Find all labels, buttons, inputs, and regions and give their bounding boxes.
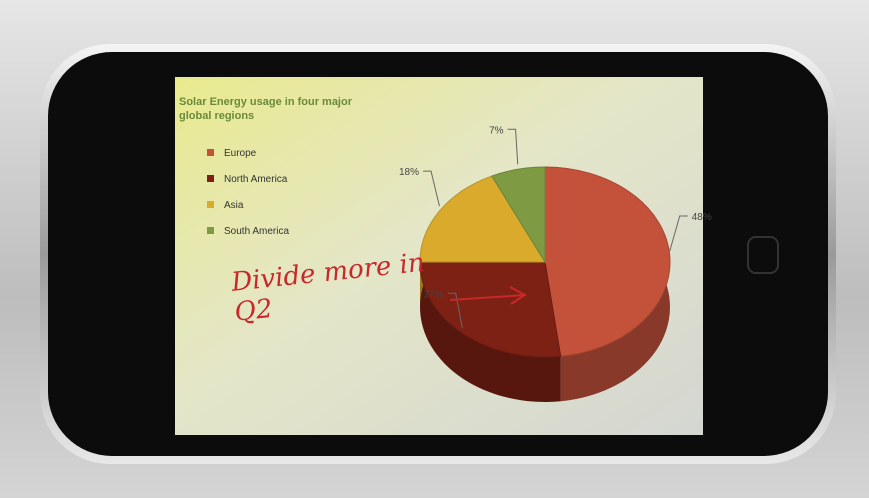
legend-marker xyxy=(207,201,214,208)
leader-line xyxy=(507,128,519,165)
leader-line xyxy=(423,170,440,207)
legend-marker xyxy=(207,149,214,156)
annotation-arrow xyxy=(449,286,527,305)
legend-label: Asia xyxy=(224,200,244,211)
legend-label: North America xyxy=(224,174,288,185)
data-label: 7% xyxy=(489,125,504,136)
slice xyxy=(419,261,562,358)
leader-line xyxy=(669,215,688,252)
legend-marker xyxy=(207,175,214,182)
data-label: 18% xyxy=(399,167,419,178)
legend-label: South America xyxy=(224,226,289,237)
legend-marker xyxy=(207,227,214,234)
data-label: 27% xyxy=(424,289,444,300)
home-button[interactable] xyxy=(747,236,779,274)
legend-label: Europe xyxy=(224,148,257,159)
chart-title: Solar Energy usage in four major global … xyxy=(179,96,352,122)
slice xyxy=(491,166,546,264)
leader-line xyxy=(447,292,463,329)
slice xyxy=(419,175,546,263)
data-label: 48% xyxy=(692,212,712,223)
chart: 48% 27% 18% 7% Europe North America Asia South … xyxy=(207,125,712,402)
slice-side xyxy=(420,262,561,402)
slice xyxy=(544,166,671,357)
